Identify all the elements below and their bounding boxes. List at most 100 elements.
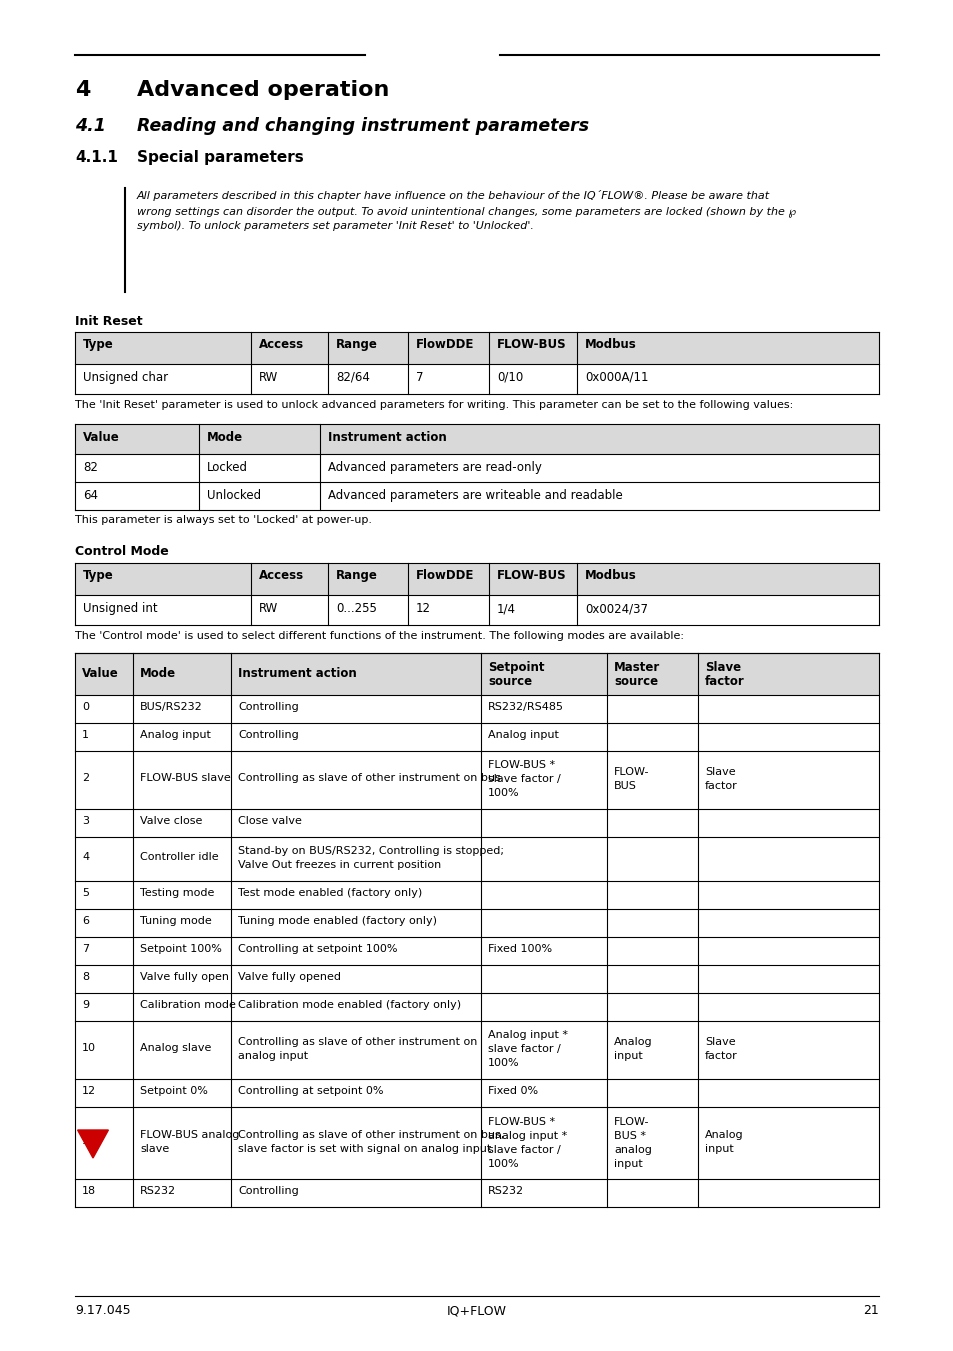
Text: BUS: BUS bbox=[614, 781, 637, 790]
Text: Fixed 100%: Fixed 100% bbox=[488, 944, 552, 954]
Text: Locked: Locked bbox=[207, 461, 248, 474]
Text: Analog: Analog bbox=[614, 1038, 652, 1047]
Text: Setpoint 100%: Setpoint 100% bbox=[140, 944, 222, 954]
Text: Controlling: Controlling bbox=[237, 1186, 298, 1196]
Bar bbox=[75, 881, 878, 909]
Text: Unsigned char: Unsigned char bbox=[83, 372, 168, 384]
Text: 18: 18 bbox=[82, 1186, 96, 1196]
Text: Instrument action: Instrument action bbox=[237, 667, 356, 680]
Text: Special parameters: Special parameters bbox=[137, 150, 303, 165]
Text: 100%: 100% bbox=[488, 1159, 519, 1169]
Text: 21: 21 bbox=[862, 1304, 878, 1317]
Text: FLOW-BUS slave: FLOW-BUS slave bbox=[140, 773, 231, 784]
Text: Access: Access bbox=[258, 569, 304, 582]
Text: 100%: 100% bbox=[488, 1058, 519, 1069]
Text: Analog slave: Analog slave bbox=[140, 1043, 212, 1052]
Bar bbox=[75, 1106, 878, 1179]
Text: 1/4: 1/4 bbox=[497, 603, 516, 615]
Text: slave factor /: slave factor / bbox=[488, 1146, 560, 1155]
Text: Valve fully opened: Valve fully opened bbox=[237, 971, 340, 982]
Text: IQ+FLOW: IQ+FLOW bbox=[447, 1304, 506, 1317]
Text: input: input bbox=[704, 1144, 733, 1154]
Text: 4: 4 bbox=[82, 852, 89, 862]
Text: 0x0024/37: 0x0024/37 bbox=[584, 603, 647, 615]
Text: RW: RW bbox=[258, 372, 278, 384]
Text: 0/10: 0/10 bbox=[497, 372, 522, 384]
Text: Controller idle: Controller idle bbox=[140, 852, 218, 862]
Text: Tuning mode: Tuning mode bbox=[140, 916, 212, 925]
Text: Advanced operation: Advanced operation bbox=[137, 80, 389, 100]
Bar bbox=[75, 653, 878, 694]
Text: analog: analog bbox=[614, 1146, 651, 1155]
Text: Controlling at setpoint 100%: Controlling at setpoint 100% bbox=[237, 944, 397, 954]
Text: RW: RW bbox=[258, 603, 278, 615]
Text: Close valve: Close valve bbox=[237, 816, 301, 825]
Bar bbox=[75, 751, 878, 809]
Bar bbox=[75, 838, 878, 881]
Text: Init Reset: Init Reset bbox=[75, 315, 143, 328]
Bar bbox=[75, 993, 878, 1021]
Text: Unsigned int: Unsigned int bbox=[83, 603, 157, 615]
Text: 0: 0 bbox=[82, 703, 89, 712]
Text: Valve close: Valve close bbox=[140, 816, 202, 825]
Bar bbox=[75, 723, 878, 751]
Text: This parameter is always set to 'Locked' at power-up.: This parameter is always set to 'Locked'… bbox=[75, 515, 372, 526]
Text: Calibration mode: Calibration mode bbox=[140, 1000, 235, 1011]
Text: factor: factor bbox=[704, 1051, 737, 1061]
Bar bbox=[75, 482, 878, 509]
Text: Type: Type bbox=[83, 569, 113, 582]
Bar bbox=[75, 1079, 878, 1106]
Bar bbox=[75, 938, 878, 965]
Text: Master: Master bbox=[614, 661, 659, 674]
Text: !: ! bbox=[90, 205, 95, 218]
Text: RS232: RS232 bbox=[488, 1186, 523, 1196]
Text: Controlling as slave of other instrument on bus: Controlling as slave of other instrument… bbox=[237, 773, 500, 784]
Bar bbox=[75, 563, 878, 594]
Text: 13: 13 bbox=[82, 1136, 96, 1146]
Text: Advanced parameters are writeable and readable: Advanced parameters are writeable and re… bbox=[328, 489, 622, 503]
Text: Valve Out freezes in current position: Valve Out freezes in current position bbox=[237, 861, 441, 870]
Text: Controlling as slave of other instrument on: Controlling as slave of other instrument… bbox=[237, 1038, 476, 1047]
Text: slave factor /: slave factor / bbox=[488, 1044, 560, 1054]
Text: input: input bbox=[614, 1051, 642, 1061]
Text: 64: 64 bbox=[83, 489, 98, 503]
Text: 9: 9 bbox=[82, 1000, 89, 1011]
Text: Instrument action: Instrument action bbox=[328, 431, 446, 444]
Text: Fixed 0%: Fixed 0% bbox=[488, 1086, 537, 1096]
Text: FLOW-BUS: FLOW-BUS bbox=[497, 338, 566, 351]
Text: Unlocked: Unlocked bbox=[207, 489, 261, 503]
Bar bbox=[75, 454, 878, 482]
Text: 1: 1 bbox=[82, 730, 89, 740]
Text: Value: Value bbox=[82, 667, 118, 680]
Text: FLOW-BUS *: FLOW-BUS * bbox=[488, 761, 555, 770]
Bar bbox=[75, 809, 878, 838]
Text: Controlling at setpoint 0%: Controlling at setpoint 0% bbox=[237, 1086, 383, 1096]
Text: 4.1: 4.1 bbox=[75, 118, 106, 135]
Text: FLOW-BUS: FLOW-BUS bbox=[497, 569, 566, 582]
Polygon shape bbox=[77, 1129, 109, 1158]
Text: FlowDDE: FlowDDE bbox=[416, 338, 474, 351]
Text: 100%: 100% bbox=[488, 788, 519, 798]
Text: FLOW-BUS *: FLOW-BUS * bbox=[488, 1117, 555, 1127]
Text: The 'Control mode' is used to select different functions of the instrument. The : The 'Control mode' is used to select dif… bbox=[75, 631, 683, 640]
Text: input: input bbox=[614, 1159, 642, 1169]
Bar bbox=[75, 1179, 878, 1206]
Bar bbox=[75, 424, 878, 454]
Text: Slave: Slave bbox=[704, 767, 735, 777]
Text: Calibration mode enabled (factory only): Calibration mode enabled (factory only) bbox=[237, 1000, 460, 1011]
Text: Analog: Analog bbox=[704, 1129, 742, 1140]
Bar bbox=[75, 594, 878, 626]
Text: 82: 82 bbox=[83, 461, 98, 474]
Text: slave: slave bbox=[140, 1144, 169, 1154]
Text: 8: 8 bbox=[82, 971, 89, 982]
Text: analog input: analog input bbox=[237, 1051, 308, 1061]
Text: 9.17.045: 9.17.045 bbox=[75, 1304, 131, 1317]
Text: Slave: Slave bbox=[704, 1038, 735, 1047]
Bar bbox=[75, 694, 878, 723]
Text: 4.1.1: 4.1.1 bbox=[75, 150, 118, 165]
Text: 7: 7 bbox=[416, 372, 423, 384]
Text: FLOW-BUS analog: FLOW-BUS analog bbox=[140, 1129, 239, 1140]
Text: source: source bbox=[614, 676, 658, 688]
Bar bbox=[75, 909, 878, 938]
Text: Type: Type bbox=[83, 338, 113, 351]
